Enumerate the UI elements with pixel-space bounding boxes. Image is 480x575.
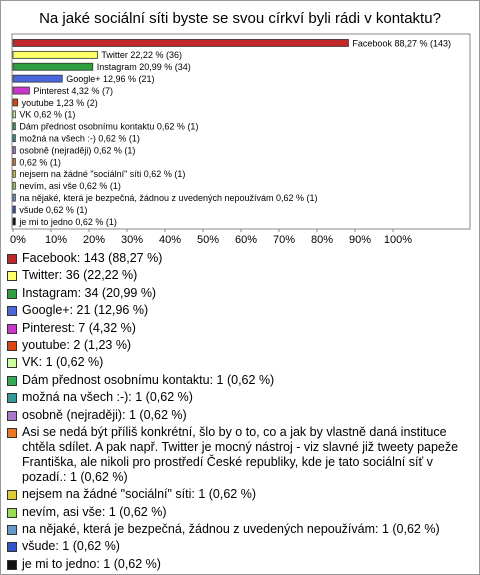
legend-label: VK: 1 (0,62 %) xyxy=(22,355,104,370)
bar-label: možná na všech :-) 0,62 % (1) xyxy=(19,134,140,144)
bar-label: Google+ 12,96 % (21) xyxy=(66,74,154,84)
x-tick-label: 100% xyxy=(384,234,412,246)
legend-item: youtube: 2 (1,23 %) xyxy=(7,338,473,353)
legend-item: nejsem na žádné "sociální" síti: 1 (0,62… xyxy=(7,487,473,502)
bar xyxy=(12,62,94,71)
legend-label: všude: 1 (0,62 %) xyxy=(22,539,120,554)
x-tick-label: 60% xyxy=(235,234,257,246)
bar xyxy=(12,181,16,190)
legend-item: na nějaké, která je bezpečná, žádnou z u… xyxy=(7,522,473,537)
bar-label: Twitter 22,22 % (36) xyxy=(101,50,182,60)
legend-item: Pinterest: 7 (4,32 %) xyxy=(7,321,473,336)
legend-label: nevím, asi vše: 1 (0,62 %) xyxy=(22,504,167,519)
bar-label: Dám přednost osobnímu kontaktu 0,62 % (1… xyxy=(19,122,198,132)
legend-swatch xyxy=(7,306,17,317)
legend-swatch xyxy=(7,393,17,404)
bar xyxy=(12,98,19,107)
bar-label: youtube 1,23 % (2) xyxy=(22,98,98,108)
x-tick-label: 40% xyxy=(159,234,181,246)
legend-label: osobně (nejraději): 1 (0,62 %) xyxy=(22,407,187,422)
legend-item: nevím, asi vše: 1 (0,62 %) xyxy=(7,505,473,520)
legend-item: Instagram: 34 (20,99 %) xyxy=(7,286,473,301)
x-tick-label: 50% xyxy=(197,234,219,246)
legend-swatch xyxy=(7,559,17,570)
bar xyxy=(12,74,63,83)
bar xyxy=(12,39,349,47)
legend-swatch xyxy=(7,323,17,334)
legend-item: možná na všech :-): 1 (0,62 %) xyxy=(7,390,473,405)
legend-label: je mi to jedno: 1 (0,62 %) xyxy=(22,556,161,571)
legend-item: Dám přednost osobnímu kontaktu: 1 (0,62 … xyxy=(7,373,473,388)
bar xyxy=(12,50,98,59)
legend-label: možná na všech :-): 1 (0,62 %) xyxy=(22,390,193,405)
x-tick-label: 80% xyxy=(311,234,333,246)
bar-label: na nějaké, která je bezpečná, žádnou z u… xyxy=(19,193,317,203)
legend-label: Facebook: 143 (88,27 %) xyxy=(22,251,163,265)
legend-label: Pinterest: 7 (4,32 %) xyxy=(22,320,136,335)
legend-item: Asi se nedá být příliš konkrétní, šlo by… xyxy=(7,425,473,485)
bar xyxy=(12,110,16,119)
bar-label: nejsem na žádné "sociální" síti 0,62 % (… xyxy=(19,169,185,179)
plot: Na jaké sociální síti byste se svou círk… xyxy=(10,10,471,246)
bar-label: Pinterest 4,32 % (7) xyxy=(33,86,113,96)
legend-swatch xyxy=(7,410,17,421)
legend-swatch xyxy=(7,427,17,438)
bar-label: Facebook 88,27 % (143) xyxy=(352,38,451,48)
x-tick-label: 90% xyxy=(349,234,371,246)
legend-swatch xyxy=(7,254,17,264)
legend: Facebook: 143 (88,27 %) Twitter: 36 (22,2… xyxy=(7,251,473,574)
legend-swatch xyxy=(7,271,17,282)
bar-label: je mi to jedno 0,62 % (1) xyxy=(18,217,117,227)
legend-swatch xyxy=(7,490,17,501)
x-tick-label: 20% xyxy=(83,234,105,246)
legend-label: Google+: 21 (12,96 %) xyxy=(22,303,149,318)
legend-item: osobně (nejraději): 1 (0,62 %) xyxy=(7,408,473,423)
legend-label: youtube: 2 (1,23 %) xyxy=(22,337,132,352)
legend-swatch xyxy=(7,542,17,553)
x-tick-label: 0% xyxy=(10,234,26,246)
bar-label: Instagram 20,99 % (34) xyxy=(97,62,191,72)
legend-item: Facebook: 143 (88,27 %) xyxy=(7,251,473,266)
legend-swatch xyxy=(7,525,17,536)
legend-swatch xyxy=(7,340,17,351)
legend-swatch xyxy=(7,288,17,299)
legend-swatch xyxy=(7,358,17,369)
bar-label: 0,62 % (1) xyxy=(19,157,61,167)
x-tick-label: 10% xyxy=(45,234,67,246)
bar-label: osobně (nejraději) 0,62 % (1) xyxy=(19,145,135,155)
legend-swatch xyxy=(7,375,17,386)
legend-item: všude: 1 (0,62 %) xyxy=(7,539,473,554)
legend-item: Twitter: 36 (22,22 %) xyxy=(7,268,473,283)
chart-title: Na jaké sociální síti byste se svou círk… xyxy=(39,10,441,27)
bar-label: VK 0,62 % (1) xyxy=(19,110,75,120)
bar xyxy=(12,217,16,226)
bar xyxy=(12,205,16,214)
x-tick-label: 70% xyxy=(273,234,295,246)
legend-item: VK: 1 (0,62 %) xyxy=(7,355,473,370)
x-tick-label: 30% xyxy=(121,234,143,246)
bar-label: všude 0,62 % (1) xyxy=(19,205,87,215)
legend-label: nejsem na žádné "sociální" síti: 1 (0,62… xyxy=(22,487,256,502)
bar xyxy=(12,193,16,202)
bar-label: nevím, asi vše 0,62 % (1) xyxy=(19,181,121,191)
bar xyxy=(12,86,30,95)
bar xyxy=(12,158,16,166)
bar xyxy=(12,169,16,178)
legend-label: Instagram: 34 (20,99 %) xyxy=(22,285,157,300)
legend-label: na nějaké, která je bezpečná, žádnou z u… xyxy=(22,522,440,537)
legend-item: je mi to jedno: 1 (0,62 %) xyxy=(7,557,473,572)
bar xyxy=(12,134,16,143)
legend-swatch xyxy=(7,507,17,518)
legend-item: Google+: 21 (12,96 %) xyxy=(7,303,473,318)
legend-label: Dám přednost osobnímu kontaktu: 1 (0,62 … xyxy=(22,372,275,387)
legend-label: Asi se nedá být příliš konkrétní, šlo by… xyxy=(22,424,459,484)
legend-label: Twitter: 36 (22,22 %) xyxy=(22,268,138,283)
bar xyxy=(12,122,16,131)
bar xyxy=(12,146,16,154)
